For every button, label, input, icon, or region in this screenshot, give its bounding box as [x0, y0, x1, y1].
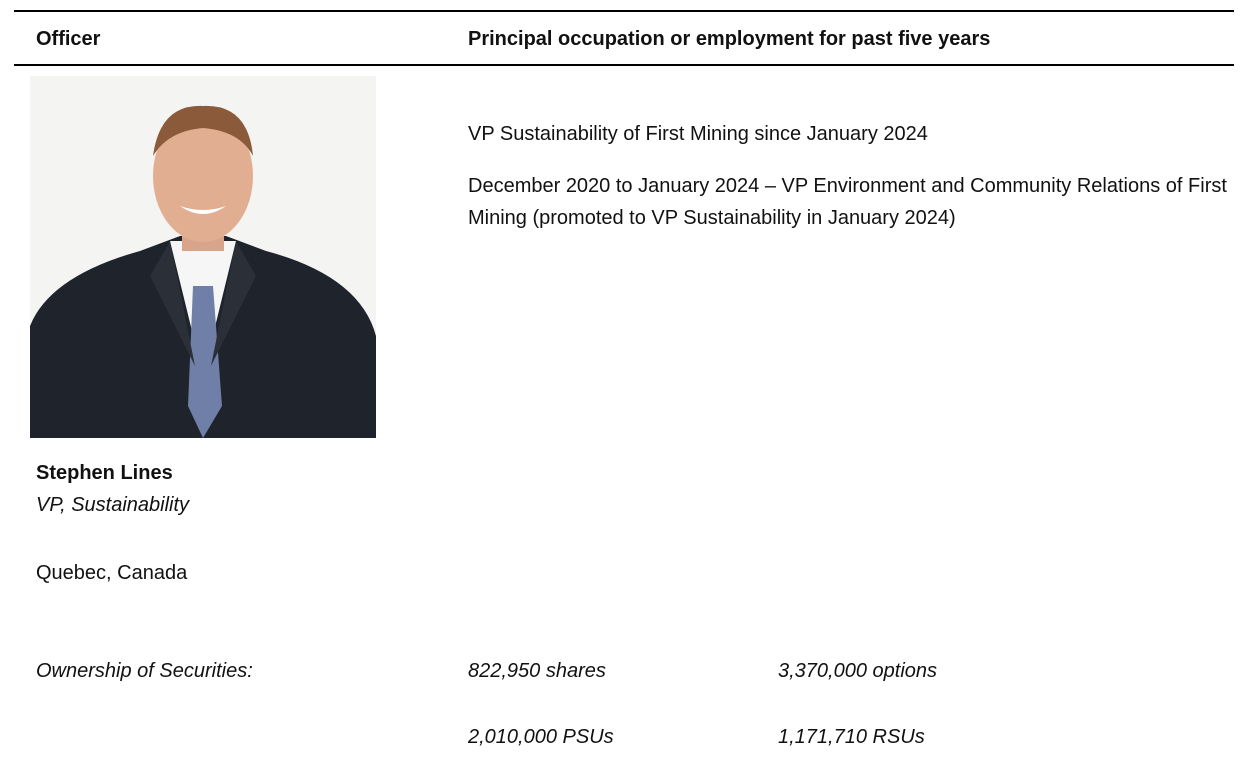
header-cell: Principal occupation or employment for p…	[468, 28, 990, 51]
header-rule	[14, 64, 1234, 66]
ownership-item: 1,171,710 RSUs	[778, 726, 925, 749]
ownership-item: 3,370,000 options	[778, 660, 937, 683]
occupation-text: December 2020 to January 2024 – VP Envir…	[468, 170, 1228, 234]
officer-title: VP, Sustainability	[36, 494, 189, 517]
header-cell: Officer	[36, 28, 100, 51]
officer-photo	[30, 76, 376, 438]
officer-name: Stephen Lines	[36, 462, 173, 485]
officer-location: Quebec, Canada	[36, 562, 187, 585]
ownership-label: Ownership of Securities:	[36, 660, 253, 683]
occupation-text: VP Sustainability of First Mining since …	[468, 118, 1228, 150]
top-rule	[14, 10, 1234, 12]
ownership-item: 822,950 shares	[468, 660, 606, 683]
page: Officer Principal occupation or employme…	[0, 0, 1248, 784]
ownership-item: 2,010,000 PSUs	[468, 726, 614, 749]
